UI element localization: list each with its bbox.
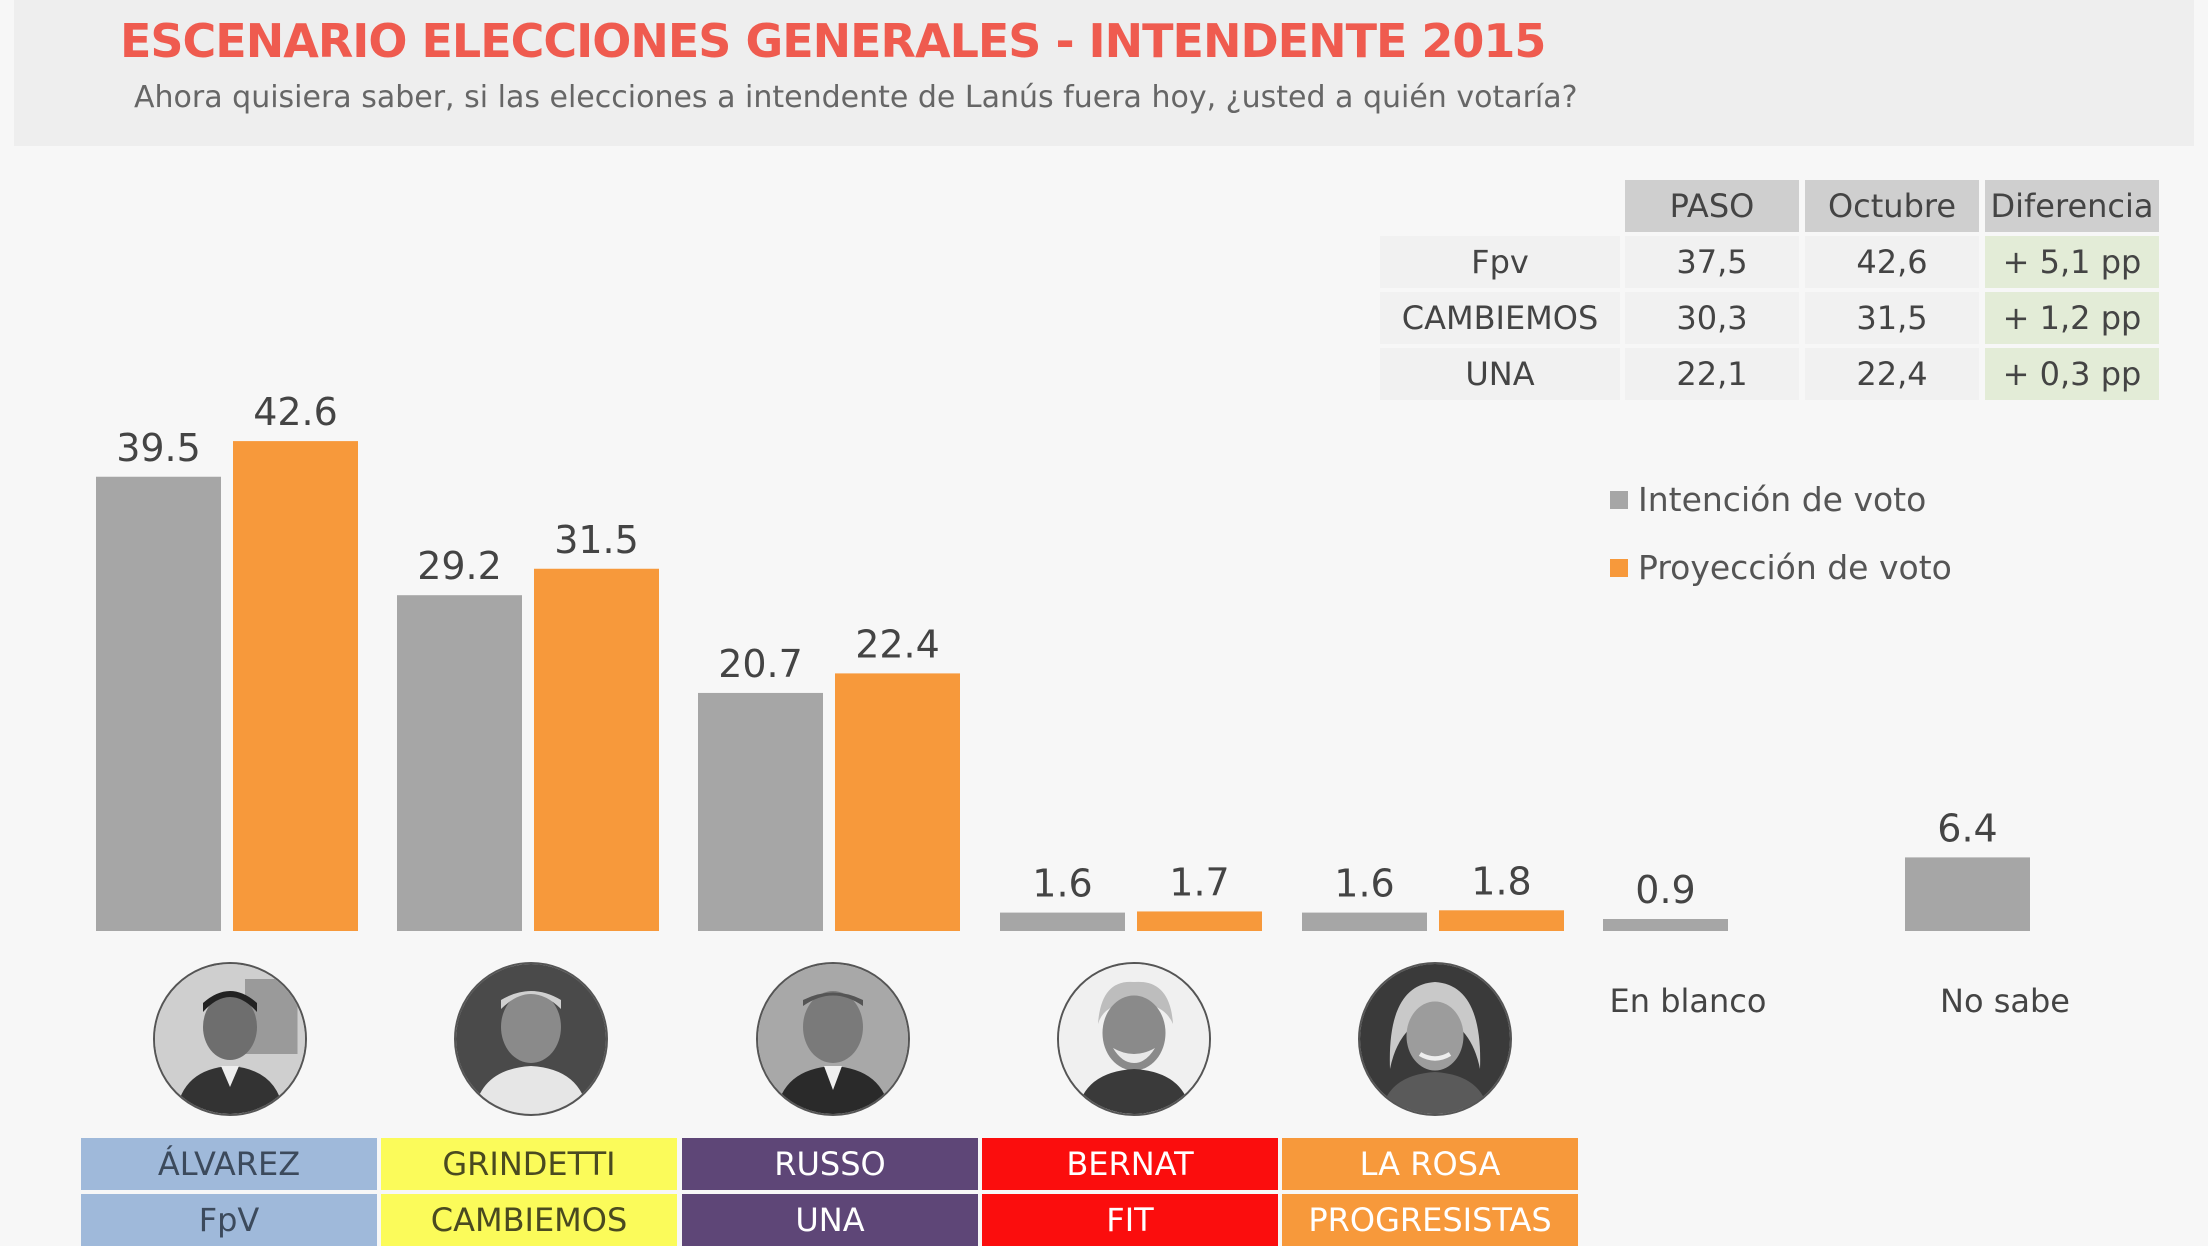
bar-value-label: 22.4	[855, 622, 940, 666]
candidate-name-grindetti: GRINDETTI	[381, 1138, 677, 1190]
table-cell-paso: 30,3	[1625, 292, 1799, 344]
bar-value-label: 31.5	[554, 518, 639, 562]
bar-value-label: 0.9	[1635, 868, 1695, 912]
bar-value-label: 1.6	[1032, 862, 1092, 906]
legend-label-proyeccion: Proyección de voto	[1638, 548, 1952, 587]
bar-value-label: 1.8	[1471, 859, 1531, 903]
bar-intencion	[1603, 919, 1728, 931]
candidate-party-grindetti: CAMBIEMOS	[381, 1194, 677, 1246]
table-row-label: CAMBIEMOS	[1380, 292, 1620, 344]
table-cell-diferencia: + 1,2 pp	[1985, 292, 2159, 344]
bar-intencion	[1000, 912, 1125, 931]
bar-value-label: 29.2	[417, 544, 502, 588]
chart-title: ESCENARIO ELECCIONES GENERALES - INTENDE…	[120, 14, 1546, 68]
bar-value-label: 1.6	[1334, 862, 1394, 906]
header-band	[14, 0, 2194, 146]
avatar-larosa	[1358, 962, 1512, 1116]
avatar-russo	[756, 962, 910, 1116]
bar-value-label: 6.4	[1937, 806, 1997, 850]
bar-intencion	[1905, 857, 2030, 931]
table-row-label: UNA	[1380, 348, 1620, 400]
bar-proyeccion	[1439, 910, 1564, 931]
category-label-no-sabe: No sabe	[1940, 982, 2070, 1020]
table-cell-octubre: 31,5	[1805, 292, 1979, 344]
bar-intencion	[1302, 912, 1427, 931]
chart-subtitle: Ahora quisiera saber, si las elecciones …	[134, 80, 1578, 115]
table-cell-paso: 37,5	[1625, 236, 1799, 288]
candidate-name-russo: RUSSO	[682, 1138, 978, 1190]
person-photo-icon	[758, 964, 908, 1114]
candidate-name-alvarez: ÁLVAREZ	[81, 1138, 377, 1190]
table-row-label: Fpv	[1380, 236, 1620, 288]
avatar-alvarez	[153, 962, 307, 1116]
bar-proyeccion	[534, 568, 659, 931]
bar-intencion	[698, 692, 823, 931]
bar-intencion	[397, 595, 522, 931]
person-photo-icon	[1360, 964, 1510, 1114]
legend-swatch-proyeccion	[1610, 558, 1628, 577]
bar-value-label: 39.5	[116, 426, 201, 470]
bar-proyeccion	[1137, 911, 1262, 931]
person-photo-icon	[456, 964, 606, 1114]
avatar-bernat	[1057, 962, 1211, 1116]
avatar-grindetti	[454, 962, 608, 1116]
person-photo-icon	[1059, 964, 1209, 1114]
candidate-party-larosa: PROGRESISTAS	[1282, 1194, 1578, 1246]
bar-value-label: 1.7	[1169, 860, 1229, 904]
table-cell-octubre: 42,6	[1805, 236, 1979, 288]
table-cell-diferencia: + 5,1 pp	[1985, 236, 2159, 288]
bar-intencion	[96, 476, 221, 931]
legend-label-intencion: Intención de voto	[1638, 480, 1927, 519]
legend-item-intencion: Intención de voto	[1610, 480, 1926, 519]
candidate-party-russo: UNA	[682, 1194, 978, 1246]
table-header-paso: PASO	[1625, 180, 1799, 232]
person-photo-icon	[155, 964, 305, 1114]
candidate-name-larosa: LA ROSA	[1282, 1138, 1578, 1190]
category-label-en-blanco: En blanco	[1610, 982, 1767, 1020]
table-cell-paso: 22,1	[1625, 348, 1799, 400]
legend-swatch-intencion	[1610, 490, 1628, 509]
legend-item-proyeccion: Proyección de voto	[1610, 548, 1952, 587]
table-header-octubre: Octubre	[1805, 180, 1979, 232]
candidate-party-bernat: FIT	[982, 1194, 1278, 1246]
table-cell-octubre: 22,4	[1805, 348, 1979, 400]
candidate-party-alvarez: FpV	[81, 1194, 377, 1246]
table-header-diferencia: Diferencia	[1985, 180, 2159, 232]
bar-proyeccion	[835, 673, 960, 931]
table-cell-diferencia: + 0,3 pp	[1985, 348, 2159, 400]
bar-value-label: 42.6	[253, 390, 338, 434]
bar-value-label: 20.7	[718, 642, 803, 686]
candidate-name-bernat: BERNAT	[982, 1138, 1278, 1190]
bar-proyeccion	[233, 441, 358, 931]
